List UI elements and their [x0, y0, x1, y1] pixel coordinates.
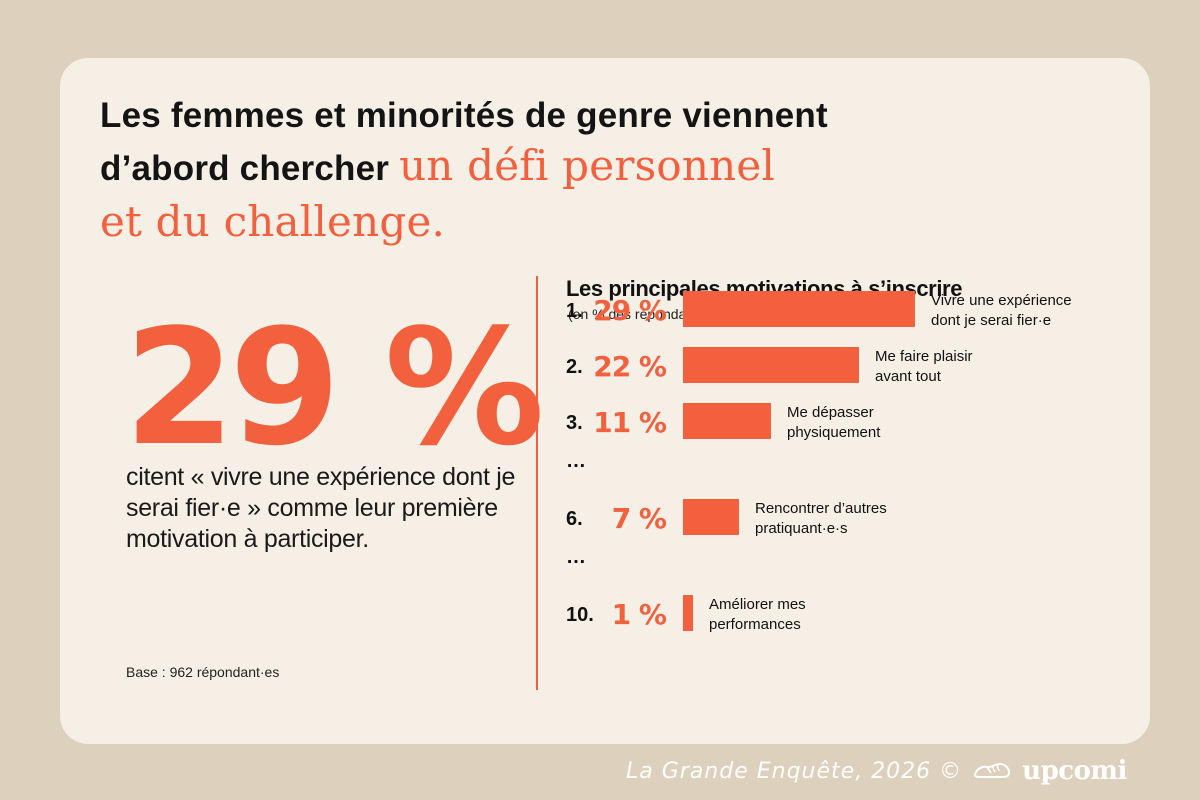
bar-value-label: 1 % [612, 598, 667, 631]
bar [683, 347, 859, 383]
bar-rank-label: 6. [566, 508, 583, 530]
bar-category-line: Améliorer mes [709, 596, 806, 613]
bar-category-line: avant tout [875, 368, 942, 385]
headline-line-2: d’abord chercher [100, 149, 390, 188]
bar-category-line: dont je serai fier·e [931, 312, 1051, 329]
footer-brand: upcomi [1022, 756, 1127, 786]
headline-accent-2: et du challenge. [100, 197, 446, 246]
bar-value-label: 11 % [593, 406, 667, 439]
headline-accent-1: un défi personnel [399, 141, 776, 190]
bar-value-label: 7 % [612, 502, 667, 535]
bar-category-line: Me dépasser [787, 404, 874, 421]
bar [683, 403, 771, 439]
bar [683, 595, 693, 631]
bar-category-line: performances [709, 616, 801, 633]
bar [683, 291, 915, 327]
bar-category-line: pratiquant·e·s [755, 520, 848, 537]
bar-value-label: 22 % [593, 350, 667, 383]
bar-category-label: Vivre une expérience dont je serai fier·e [931, 292, 1072, 329]
headline: Les femmes et minorités de genre viennen… [100, 94, 1100, 250]
base-note: Base : 962 répondant·es [126, 664, 280, 680]
infographic-card: Les femmes et minorités de genre viennen… [60, 58, 1150, 744]
bar-category-line: physiquement [787, 424, 881, 441]
bar-category-label: Me faire plaisir avant tout [875, 348, 973, 385]
bar-rank-label: 3. [566, 412, 583, 434]
bar-category-label: Me dépasser physiquement [787, 404, 881, 441]
section-divider [536, 276, 538, 690]
bar-rank-label: 10. [566, 604, 594, 626]
chart-ellipsis: … [566, 546, 586, 568]
bar [683, 499, 739, 535]
footer-credit: La Grande Enquête, 2026 © [626, 758, 963, 784]
bar-category-label: Améliorer mes performances [709, 596, 806, 633]
bar-value-label: 29 % [593, 294, 667, 327]
headline-line-1: Les femmes et minorités de genre viennen… [100, 96, 828, 135]
bar-category-line: Rencontrer d’autres [755, 500, 887, 517]
running-shoe-icon [974, 763, 1011, 778]
highlight-description: citent « vivre une expérience dont je se… [126, 463, 516, 553]
footer: La Grande Enquête, 2026 © upcomi [626, 755, 1127, 787]
motivation-bar-chart: 1. 29 % Vivre une expérience dont je serai … [566, 291, 1072, 633]
chart-ellipsis: … [566, 450, 586, 472]
bar-rank-label: 1. [566, 300, 583, 322]
bar-category-line: Me faire plaisir [875, 348, 973, 365]
highlight-value: 29 % [124, 294, 545, 481]
bar-category-label: Rencontrer d’autres pratiquant·e·s [755, 500, 887, 537]
bar-category-line: Vivre une expérience [931, 292, 1072, 309]
bar-rank-label: 2. [566, 356, 583, 378]
